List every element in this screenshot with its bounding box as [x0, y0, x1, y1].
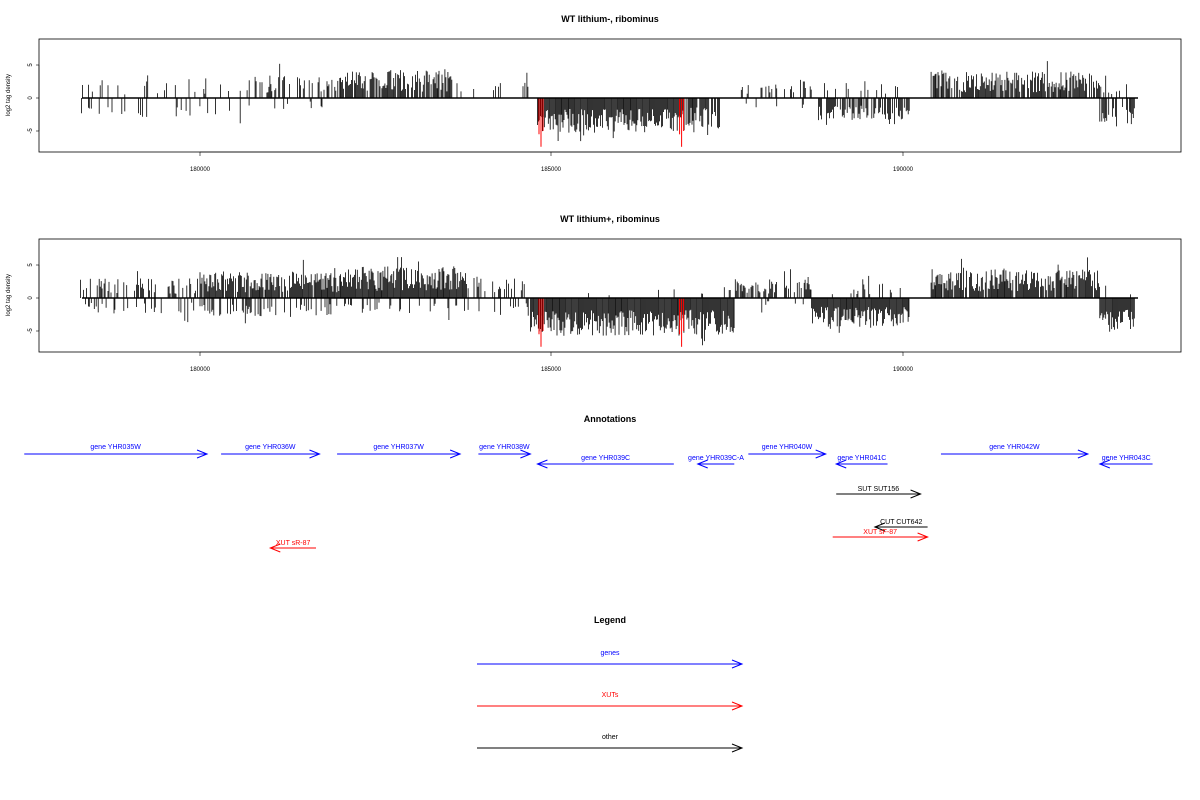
- feature-arrow: [836, 489, 922, 499]
- annotations-title: Annotations: [584, 414, 637, 424]
- legend-entry-arrow: [477, 743, 744, 753]
- feature-xut-sr-87: XUT sR-87: [268, 540, 316, 553]
- feature-arrow: [337, 449, 462, 459]
- arrow-head: [696, 459, 708, 469]
- arrow-head: [196, 449, 209, 459]
- feature-label: gene YHR035W: [90, 444, 141, 451]
- legend-entry-genes: genes: [477, 650, 744, 669]
- feature-xut-sf-87: XUT sF-87: [832, 529, 929, 542]
- feature-arrow: [221, 449, 321, 459]
- feature-arrow: [268, 543, 316, 553]
- feature-gene-yhr039c: gene YHR039C: [536, 455, 674, 469]
- feature-gene-yhr036w: gene YHR036W: [221, 444, 321, 459]
- feature-gene-yhr041c: gene YHR041C: [834, 455, 888, 469]
- panel1-xtick-label: 180000: [190, 167, 211, 173]
- feature-arrow: [536, 459, 674, 469]
- feature-label: gene YHR040W: [762, 444, 813, 451]
- panel1-xtick-label: 185000: [541, 167, 562, 173]
- feature-arrow: [834, 459, 888, 469]
- arrow-head: [731, 743, 744, 753]
- panel1-title: WT lithium-, ribominus: [561, 14, 659, 24]
- arrow-head: [309, 449, 321, 459]
- feature-label: gene YHR039C-A: [688, 455, 744, 462]
- feature-gene-yhr042w: gene YHR042W: [940, 444, 1090, 459]
- arrow-head: [731, 659, 744, 669]
- feature-arrow: [696, 459, 735, 469]
- panel-lithium-minus: WT lithium-, ribominus 5 0 -5 log2 tag d…: [6, 14, 1182, 173]
- feature-arrow: [1098, 459, 1153, 469]
- feature-label: gene YHR038W: [479, 444, 530, 451]
- legend-entry-other: other: [477, 734, 744, 753]
- panel2-ytick-label: -5: [28, 328, 34, 334]
- arrow-head: [449, 449, 462, 459]
- feature-gene-yhr043c: gene YHR043C: [1098, 455, 1153, 469]
- feature-arrow: [24, 449, 209, 459]
- arrow-head: [917, 532, 929, 542]
- panel1-xtick-label: 190000: [893, 167, 914, 173]
- arrow-head: [1098, 459, 1111, 469]
- panel2-xtick-label: 185000: [541, 367, 562, 373]
- annotations-panel: Annotations gene YHR035W gene YHR036W gene…: [24, 414, 1153, 553]
- panel2-title: WT lithium+, ribominus: [560, 214, 660, 224]
- feature-sut-sut156: SUT SUT156: [836, 486, 922, 499]
- arrow-head: [731, 701, 744, 711]
- panel1-ytick-label: -5: [28, 128, 34, 134]
- legend-entry-label: XUTs: [602, 692, 619, 699]
- feature-gene-yhr037w: gene YHR037W: [337, 444, 462, 459]
- legend-entry-arrow: [477, 659, 744, 669]
- legend-entry-label: other: [602, 734, 619, 741]
- panel1-ylabel: log2 tag density: [6, 74, 12, 116]
- feature-label: gene YHR039C: [581, 455, 630, 462]
- feature-label: gene YHR041C: [837, 455, 886, 462]
- legend-title: Legend: [594, 615, 626, 625]
- feature-label: gene YHR042W: [989, 444, 1040, 451]
- legend-entry-label: genes: [600, 650, 620, 657]
- arrow-head: [520, 449, 532, 459]
- feature-label: XUT sR-87: [276, 540, 311, 547]
- feature-label: SUT SUT156: [858, 486, 900, 493]
- panel1-frame: [38, 38, 1182, 153]
- feature-gene-yhr035w: gene YHR035W: [24, 444, 209, 459]
- panel1-bars: [81, 61, 1135, 147]
- feature-gene-yhr038w: gene YHR038W: [478, 444, 532, 459]
- arrow-head: [268, 543, 281, 553]
- feature-arrow: [478, 449, 532, 459]
- arrow-head: [910, 489, 922, 499]
- panel2-xtick-label: 190000: [893, 367, 914, 373]
- feature-label: gene YHR036W: [245, 444, 296, 451]
- panel2-ytick-label: 0: [28, 296, 34, 300]
- legend-entries: genes XUTs other: [477, 650, 744, 753]
- arrow-head: [873, 522, 886, 532]
- feature-label: XUT sF-87: [863, 529, 897, 536]
- legend-entry-xuts: XUTs: [477, 692, 744, 711]
- feature-arrow: [832, 532, 929, 542]
- panel1-ytick-label: 0: [28, 96, 34, 100]
- feature-arrow: [940, 449, 1090, 459]
- feature-gene-yhr040w: gene YHR040W: [748, 444, 828, 459]
- arrow-head: [536, 459, 548, 469]
- panel2-bars: [80, 257, 1135, 347]
- panel1-ytick-label: 5: [28, 63, 34, 67]
- legend-entry-arrow: [477, 701, 744, 711]
- arrow-head: [815, 449, 828, 459]
- arrow-head: [1077, 449, 1090, 459]
- legend-panel: Legend genes XUTs other: [477, 615, 744, 753]
- panel2-ylabel: log2 tag density: [6, 274, 12, 316]
- feature-arrow: [748, 449, 828, 459]
- feature-label: gene YHR037W: [373, 444, 424, 451]
- panel2-xtick-label: 180000: [190, 367, 211, 373]
- feature-arrow: [873, 522, 928, 532]
- panel-lithium-plus: WT lithium+, ribominus 5 0 -5 log2 tag d…: [6, 214, 1182, 373]
- feature-gene-yhr039c-a: gene YHR039C-A: [688, 455, 744, 469]
- feature-label: CUT CUT642: [880, 519, 922, 526]
- arrow-head: [834, 459, 847, 469]
- feature-label: gene YHR043C: [1102, 455, 1151, 462]
- annotation-features: gene YHR035W gene YHR036W gene YHR037W gene…: [24, 444, 1153, 553]
- feature-cut-cut642: CUT CUT642: [873, 519, 928, 532]
- panel2-ytick-label: 5: [28, 263, 34, 267]
